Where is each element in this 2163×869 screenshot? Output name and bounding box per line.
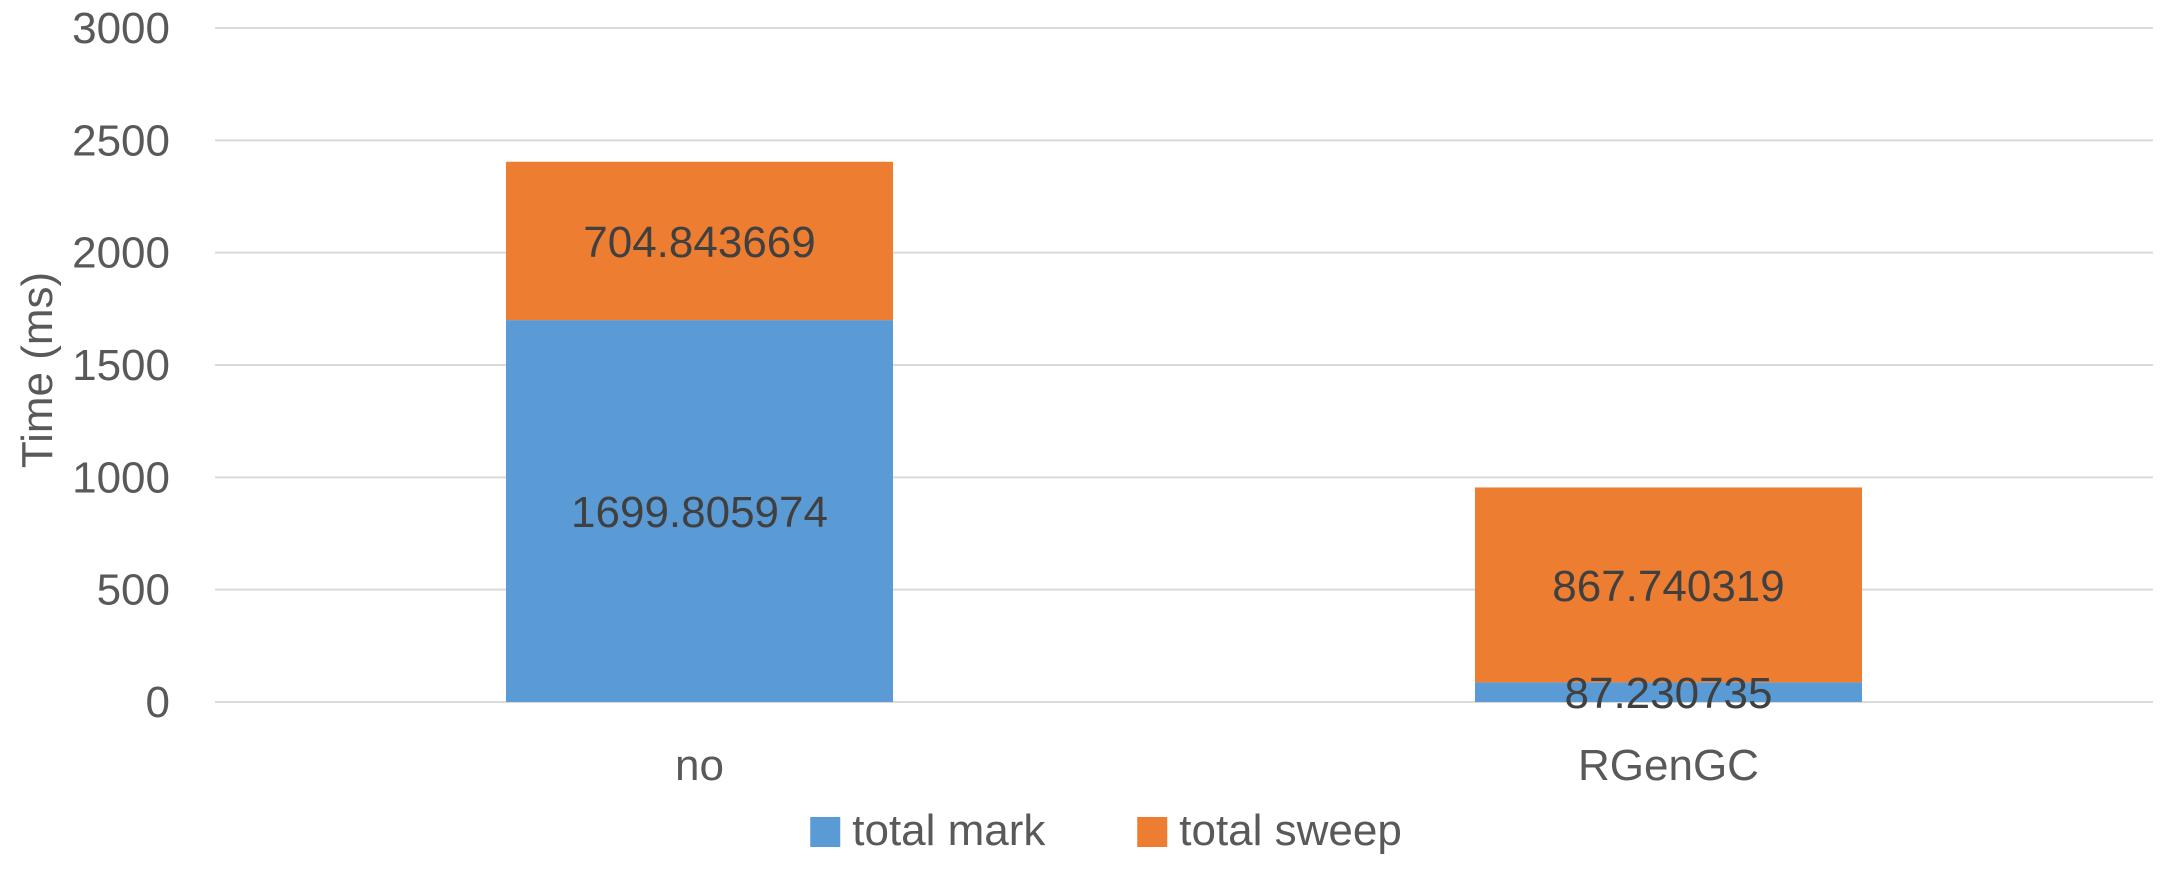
y-tick-label: 1000 (72, 453, 170, 502)
bar-segment-total-sweep (506, 161, 893, 321)
bar-segment-total-mark (1475, 682, 1862, 702)
y-tick-label: 0 (146, 678, 170, 727)
x-category-label: no (675, 741, 724, 790)
y-tick-label: 2000 (72, 229, 170, 278)
x-axis-categories: no RGenGC (675, 741, 1759, 790)
data-label: 87.230735 (1565, 669, 1773, 718)
bar-segment-total-mark (506, 320, 893, 702)
legend-item: total mark (810, 806, 1046, 855)
legend-swatch (1137, 817, 1168, 847)
legend: total mark total sweep (810, 806, 1402, 855)
y-axis-label: Time (ms) (13, 272, 62, 468)
data-label: 1699.805974 (571, 488, 828, 537)
legend-swatch (810, 817, 841, 847)
data-label: 867.740319 (1552, 562, 1784, 611)
data-labels: 1699.805974 704.843669 87.230735 867.740319 (571, 218, 1785, 718)
legend-item: total sweep (1137, 806, 1402, 855)
y-axis-ticks: 0 500 1000 1500 2000 2500 3000 (72, 4, 170, 727)
x-category-label: RGenGC (1578, 741, 1759, 790)
legend-label: total sweep (1179, 806, 1402, 855)
bars (506, 161, 1862, 702)
y-tick-label: 3000 (72, 4, 170, 53)
data-label: 704.843669 (583, 218, 815, 267)
legend-label: total mark (852, 806, 1046, 855)
bar-segment-total-sweep (1475, 487, 1862, 683)
y-tick-label: 500 (97, 566, 170, 615)
gridlines (215, 27, 2153, 703)
y-tick-label: 2500 (72, 116, 170, 165)
y-tick-label: 1500 (72, 341, 170, 390)
